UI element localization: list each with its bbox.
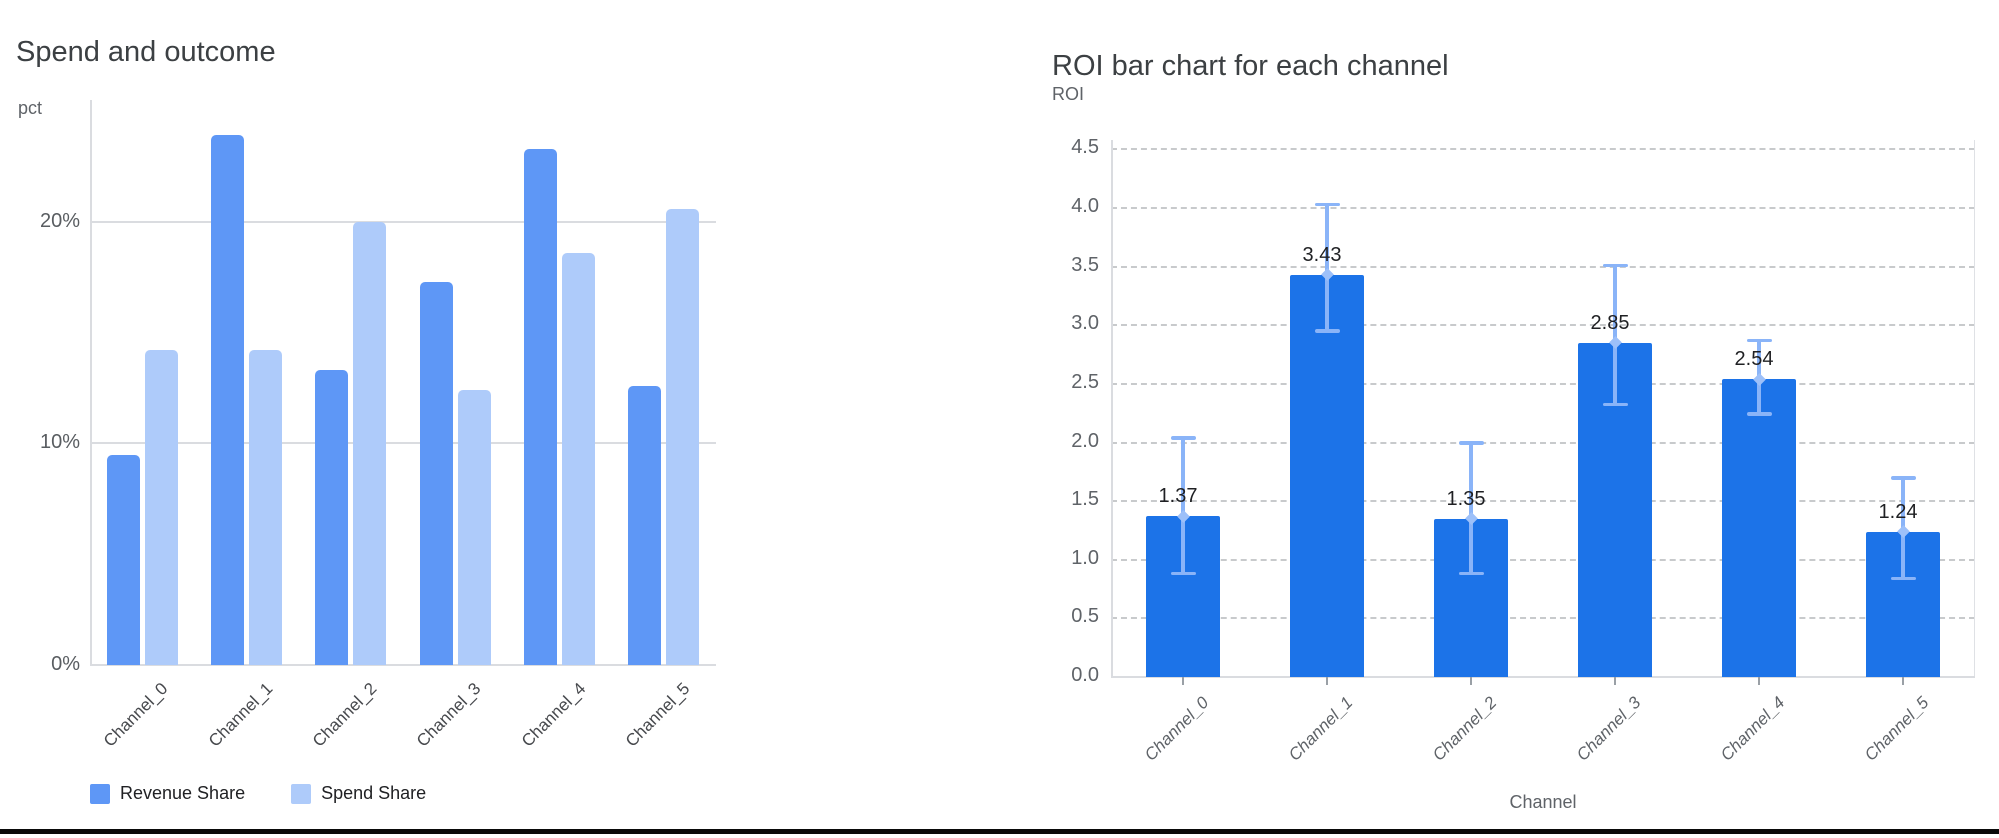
left-chart-title: Spend and outcome <box>16 36 276 69</box>
error-bar-cap-top <box>1746 338 1772 343</box>
gridline <box>90 442 716 445</box>
error-bar-cap-top <box>1890 476 1916 480</box>
x-axis-line <box>1111 676 1975 678</box>
bar-revenue-share-channel-2[interactable] <box>315 370 349 665</box>
bar-spend-share-channel-1[interactable] <box>249 350 282 665</box>
revenue-share-legend-label: Revenue Share <box>120 783 246 803</box>
plot-right-border <box>1974 140 1975 677</box>
bar-spend-share-channel-5[interactable] <box>666 208 700 665</box>
y-tick-label: 3.0 <box>1071 312 1099 335</box>
x-tick-mark <box>1614 677 1616 685</box>
bar-value-label: 1.24 <box>1878 500 1918 523</box>
error-bar-cap-bottom <box>1890 576 1916 580</box>
bar-revenue-share-channel-4[interactable] <box>524 148 557 665</box>
x-tick-mark <box>1902 677 1904 685</box>
x-tick-mark <box>1758 677 1760 685</box>
x-tick-mark <box>1182 677 1184 685</box>
y-tick-label: 1.0 <box>1071 546 1099 569</box>
spend-share-legend-label: Spend Share <box>321 783 427 803</box>
error-bar-cap-bottom <box>1746 412 1772 416</box>
revenue-share-swatch <box>90 783 110 804</box>
x-tick-label-text: Channel_4 <box>517 679 589 751</box>
x-tick-label-text: Channel_2 <box>308 679 381 751</box>
bar-spend-share-channel-0[interactable] <box>144 350 178 665</box>
y-tick-label: 0.0 <box>1071 664 1099 686</box>
bar-revenue-share-channel-0[interactable] <box>106 454 140 665</box>
x-tick-mark <box>1470 677 1472 685</box>
x-tick-label-text: Channel_1 <box>1284 693 1357 765</box>
y-tick-label: 10% <box>39 431 80 454</box>
x-tick-mark <box>1326 677 1328 685</box>
y-tick-label: 4.0 <box>1071 195 1099 217</box>
y-tick-label: 0% <box>51 653 80 675</box>
y-tick-label: 4.5 <box>1071 136 1099 159</box>
error-bar-cap-top <box>1170 436 1196 440</box>
gridline <box>90 664 716 666</box>
left-legend: Revenue Share Spend Share <box>90 783 426 804</box>
gridline <box>1111 324 1975 327</box>
gridline <box>1111 265 1975 268</box>
bar-spend-share-channel-4[interactable] <box>562 252 595 665</box>
x-tick-label-text: Channel_0 <box>1140 693 1213 765</box>
bar-revenue-share-channel-3[interactable] <box>419 281 453 665</box>
y-tick-label: 3.5 <box>1071 253 1099 276</box>
bar-spend-share-channel-3[interactable] <box>457 390 491 665</box>
x-tick-label-text: Channel_2 <box>1428 693 1501 765</box>
right-plot-area: 0.0 0.5 1.0 1.5 2.0 2.5 3.0 3.5 4.0 4.5 1.37 Channe… <box>1071 136 1975 765</box>
bar-roi-channel-1[interactable] <box>1290 274 1364 677</box>
bar-spend-share-channel-2[interactable] <box>353 221 387 665</box>
bar-value-label: 2.85 <box>1590 311 1630 334</box>
error-bar-cap-top <box>1602 263 1628 268</box>
gridline <box>1111 617 1975 620</box>
right-x-axis-title: Channel <box>1509 792 1577 812</box>
left-plot-area: 0% 10% 20% Channel_0 Channel_1 Channel_2 Chann… <box>40 100 716 751</box>
gridline <box>1111 558 1975 561</box>
gridline <box>1111 148 1975 151</box>
y-tick-label: 20% <box>39 209 80 232</box>
y-tick-label: 1.5 <box>1071 488 1099 511</box>
right-chart-title: ROI bar chart for each channel <box>1052 50 1449 83</box>
gridline <box>1111 207 1975 209</box>
x-tick-label-text: Channel_4 <box>1716 693 1789 765</box>
y-axis-line <box>1111 140 1113 677</box>
x-tick-label-text: Channel_3 <box>1572 693 1645 765</box>
right-y-axis-unit-label: ROI <box>1052 84 1085 104</box>
gridline <box>90 220 716 223</box>
y-axis-line <box>90 100 92 665</box>
bottom-border-rule <box>0 829 1999 834</box>
x-tick-label-text: Channel_5 <box>1860 693 1933 765</box>
error-bar-cap-top <box>1458 441 1484 445</box>
legend-item-spend-share[interactable]: Spend Share <box>291 783 426 804</box>
error-bar-cap-bottom <box>1314 329 1340 333</box>
bar-revenue-share-channel-1[interactable] <box>211 135 244 665</box>
error-bar-cap-bottom <box>1170 571 1196 576</box>
bar-value-label: 1.37 <box>1158 485 1198 508</box>
legend-item-revenue-share[interactable]: Revenue Share <box>90 783 245 804</box>
error-bar <box>1325 204 1329 332</box>
error-bar-cap-bottom <box>1602 402 1628 407</box>
error-bar <box>1469 442 1473 574</box>
bar-roi-channel-4[interactable] <box>1722 379 1796 677</box>
y-tick-label: 2.0 <box>1071 429 1099 452</box>
gridline <box>1111 441 1975 444</box>
x-tick-label-text: Channel_3 <box>412 679 485 751</box>
y-tick-label: 0.5 <box>1071 605 1099 628</box>
bar-value-label: 2.54 <box>1734 348 1774 371</box>
spend-share-swatch <box>291 783 312 804</box>
x-tick-label-text: Channel_1 <box>204 679 276 751</box>
bar-value-label: 1.35 <box>1446 487 1486 510</box>
error-bar <box>1181 437 1185 574</box>
y-tick-label: 2.5 <box>1071 370 1099 393</box>
bar-revenue-share-channel-5[interactable] <box>628 385 662 665</box>
x-tick-label-text: Channel_0 <box>100 679 172 751</box>
left-y-axis-unit-label: pct <box>18 98 43 118</box>
error-bar <box>1613 265 1617 405</box>
error-bar-cap-bottom <box>1458 571 1484 576</box>
gridline <box>1111 500 1975 503</box>
gridline <box>1111 382 1975 385</box>
bar-value-label: 3.43 <box>1302 243 1342 266</box>
x-tick-label-text: Channel_5 <box>621 679 694 751</box>
error-bar-cap-top <box>1314 202 1340 207</box>
